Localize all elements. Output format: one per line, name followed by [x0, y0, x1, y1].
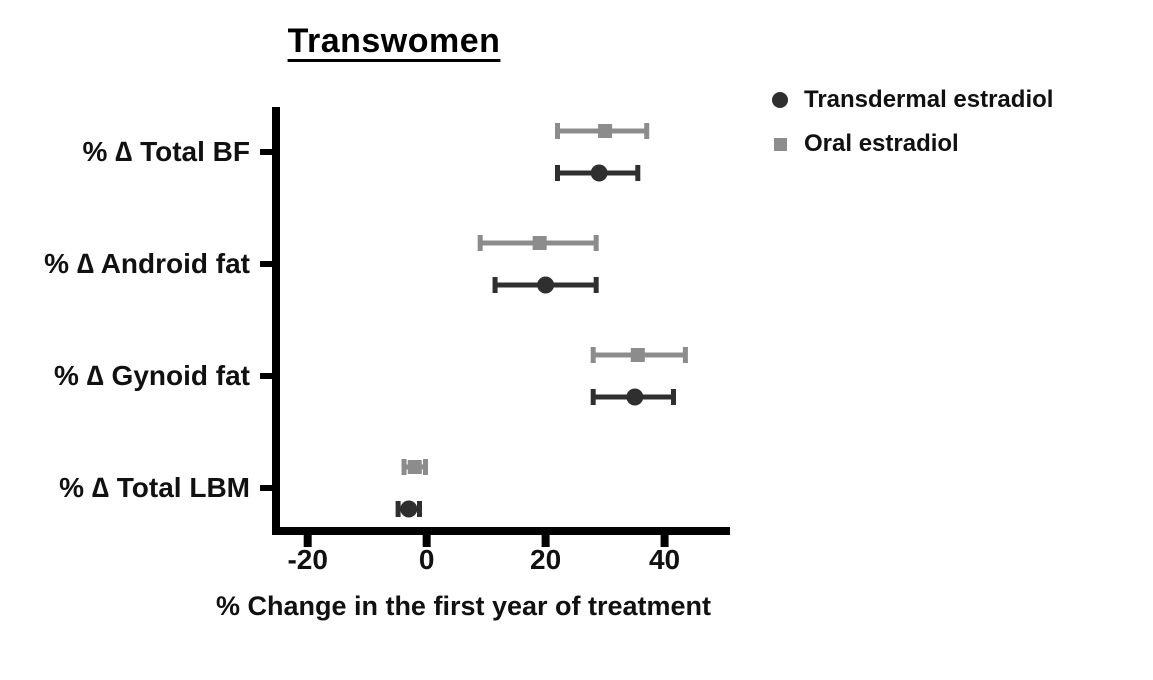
category-label: % ∆ Total LBM — [59, 472, 250, 503]
data-point-square-marker — [598, 124, 613, 138]
legend-circle-marker-icon — [772, 92, 788, 108]
legend: Transdermal estradiol Oral estradiol — [772, 86, 1053, 158]
chart-title: Transwomen — [287, 22, 501, 60]
data-point-circle-marker — [537, 276, 555, 294]
x-tick-label: -20 — [287, 544, 328, 575]
x-tick-label: 20 — [530, 544, 562, 575]
data-point-circle-marker — [400, 500, 418, 518]
x-tick-label: 40 — [648, 544, 681, 575]
x-axis-title: % Change in the first year of treatment — [215, 591, 712, 621]
legend-entry-label: Transdermal estradiol — [804, 86, 1054, 113]
category-label: % ∆ Android fat — [44, 248, 250, 279]
x-tick-label: 0 — [418, 544, 435, 575]
data-point-square-marker — [532, 236, 547, 250]
legend-entry: Oral estradiol — [772, 130, 1053, 158]
category-label: % ∆ Total BF — [82, 136, 251, 167]
legend-entry: Transdermal estradiol — [772, 86, 1053, 114]
data-point-square-marker — [407, 460, 422, 474]
data-point-circle-marker — [590, 164, 608, 182]
data-point-circle-marker — [626, 388, 644, 406]
data-point-square-marker — [630, 348, 645, 362]
legend-entry-label: Oral estradiol — [804, 130, 959, 157]
category-label: % ∆ Gynoid fat — [53, 360, 250, 391]
legend-square-marker-icon — [773, 137, 787, 151]
